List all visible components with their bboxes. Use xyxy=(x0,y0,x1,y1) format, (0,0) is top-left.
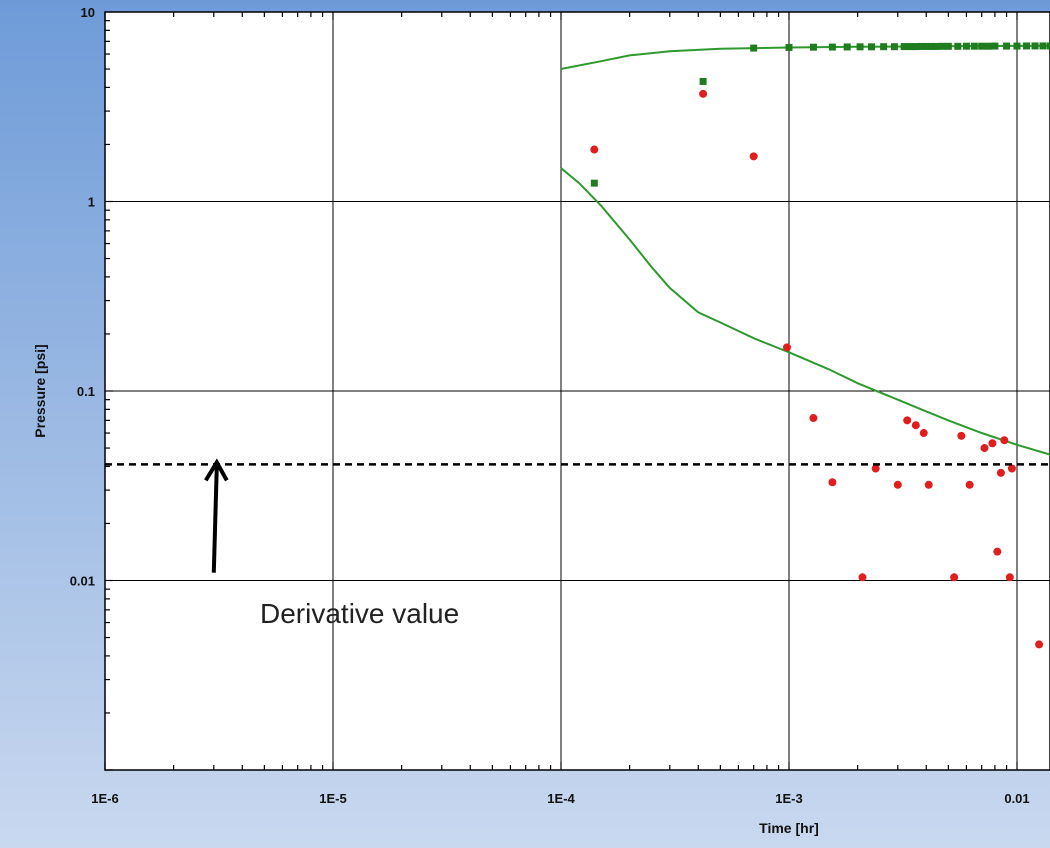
pressure-data-point xyxy=(1013,42,1021,50)
pressure-data-point xyxy=(750,44,758,52)
pressure-data-point xyxy=(938,42,946,50)
derivative-data-point xyxy=(1007,464,1016,473)
derivative-data-point xyxy=(950,573,959,582)
derivative-data-point xyxy=(993,547,1002,556)
pressure-data-point xyxy=(880,43,888,51)
x-axis-title: Time [hr] xyxy=(759,820,819,836)
pressure-data-point xyxy=(954,42,962,50)
pressure-data-point xyxy=(932,42,940,50)
x-tick-label: 1E-6 xyxy=(91,791,118,806)
pressure-data-point xyxy=(809,43,817,51)
x-tick-labels: 1E-61E-51E-41E-30.010 xyxy=(91,791,1029,806)
arrow-head-icon xyxy=(204,458,229,482)
pressure-data-point xyxy=(1031,42,1039,50)
data-points xyxy=(590,42,1050,649)
pressure-data-point xyxy=(1039,42,1047,50)
derivative-data-point xyxy=(749,152,758,161)
pressure-data-point xyxy=(900,43,908,51)
annotation-arrow xyxy=(211,466,219,573)
pressure-data-point xyxy=(828,43,836,51)
minor-ticks xyxy=(104,12,1018,771)
derivative-data-point xyxy=(699,89,708,98)
derivative-data-point xyxy=(924,480,933,489)
y-tick-labels: 0.01 0.1 1 10 xyxy=(70,5,95,589)
derivative-data-point xyxy=(919,429,928,438)
pressure-data-point xyxy=(867,43,875,51)
derivative-annotation: Derivative value xyxy=(204,458,459,629)
derivative-data-point xyxy=(1000,436,1009,445)
y-tick-label: 0.1 xyxy=(77,384,95,399)
y-axis-title: Pressure [psi] xyxy=(32,344,48,437)
derivative-data-point xyxy=(996,468,1005,477)
pressure-data-point xyxy=(922,42,930,50)
derivative-data-point xyxy=(988,439,997,448)
derivative-data-point xyxy=(858,573,867,582)
pressure-data-point xyxy=(962,42,970,50)
derivative-data-point xyxy=(809,414,818,423)
pressure-data-point xyxy=(970,42,978,50)
x-tick-label: 1E-3 xyxy=(775,791,802,806)
derivative-data-point xyxy=(893,480,902,489)
derivative-data-point xyxy=(1035,640,1044,649)
grid-lines xyxy=(105,12,1050,770)
x-tick-label: 0.01 xyxy=(1004,791,1029,806)
y-tick-label: 0.01 xyxy=(70,574,95,589)
derivative-data-point xyxy=(903,416,912,425)
annotation-label: Derivative value xyxy=(260,598,459,629)
pressure-data-point xyxy=(985,42,993,50)
derivative-data-point xyxy=(911,421,920,430)
derivative-data-point xyxy=(828,478,837,487)
pressure-data-point xyxy=(856,43,864,51)
pressure-data-point xyxy=(927,42,935,50)
pressure-data-point xyxy=(944,42,952,50)
pressure-data-point xyxy=(890,43,898,51)
pressure-data-point xyxy=(917,42,925,50)
y-tick-label: 1 xyxy=(88,195,95,210)
derivative-data-point xyxy=(957,431,966,440)
derivative-data-point xyxy=(871,464,880,473)
derivative-data-point xyxy=(980,444,989,453)
pressure-data-point xyxy=(991,42,999,50)
derivative-data-point xyxy=(590,145,599,154)
pressure-data-point xyxy=(912,43,920,51)
pressure-data-point xyxy=(590,179,598,187)
pressure-data-point xyxy=(785,43,793,51)
pressure-data-point xyxy=(843,43,851,51)
x-tick-label: 1E-4 xyxy=(547,791,575,806)
model-line xyxy=(560,167,1050,456)
derivative-data-point xyxy=(1005,573,1014,582)
pressure-data-point xyxy=(1003,42,1011,50)
pressure-data-point xyxy=(1022,42,1030,50)
y-tick-label: 10 xyxy=(81,5,95,20)
pressure-data-point xyxy=(1046,42,1050,50)
derivative-data-point xyxy=(965,480,974,489)
pressure-data-point xyxy=(978,42,986,50)
pressure-data-point xyxy=(906,43,914,51)
x-tick-label: 1E-5 xyxy=(319,791,346,806)
derivative-data-point xyxy=(782,343,791,352)
pressure-data-point xyxy=(699,77,707,85)
